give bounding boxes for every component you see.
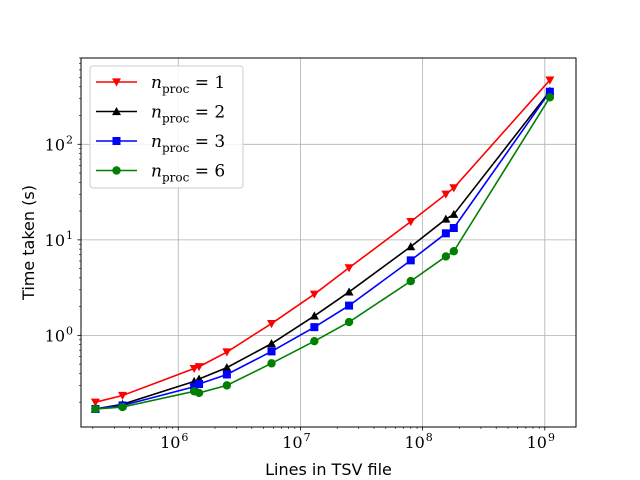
legend-value: = 1 — [189, 73, 225, 93]
data-point — [344, 317, 354, 327]
x-axis-label: Lines in TSV file — [265, 460, 392, 479]
legend-label: nproc = 3 — [151, 132, 225, 155]
data-point — [406, 276, 415, 286]
data-point — [222, 348, 232, 357]
legend-variable: n — [151, 103, 162, 123]
data-point — [222, 381, 232, 390]
data-point — [194, 363, 204, 372]
data-point — [449, 209, 459, 218]
data-point — [310, 336, 319, 346]
legend-box — [89, 65, 244, 189]
data-point — [406, 242, 416, 251]
legend-marker — [112, 107, 121, 116]
data-point — [344, 287, 354, 296]
data-point — [222, 363, 232, 372]
series-4 — [91, 93, 555, 414]
legend-variable: n — [151, 73, 162, 93]
data-point — [91, 404, 100, 414]
data-point — [441, 190, 451, 199]
legend-item: nproc = 2 — [96, 103, 225, 126]
data-point — [267, 347, 276, 356]
legend-label: nproc = 1 — [151, 73, 225, 96]
data-point — [118, 402, 127, 412]
y-tick-base: 10 — [45, 231, 65, 250]
data-point — [344, 264, 354, 273]
data-point — [545, 93, 555, 102]
y-tick-base: 10 — [45, 326, 65, 345]
data-point — [441, 252, 451, 261]
y-tick-label: 101 — [45, 229, 73, 250]
legend-marker — [112, 137, 121, 145]
y-tick-exponent: 2 — [66, 133, 73, 146]
legend-subscript: proc — [162, 112, 190, 126]
legend-label: nproc = 6 — [151, 162, 225, 185]
y-tick-label: 102 — [45, 133, 73, 154]
legend-variable: n — [151, 132, 162, 152]
y-tick-exponent: 0 — [66, 324, 73, 337]
series-layer — [90, 76, 555, 414]
legend-item: nproc = 1 — [96, 73, 225, 96]
y-tick-base: 10 — [45, 135, 65, 154]
data-point — [345, 301, 354, 310]
data-point — [195, 380, 204, 389]
data-point — [267, 319, 277, 329]
data-point — [90, 398, 100, 407]
data-point — [118, 391, 128, 400]
data-point — [449, 224, 458, 233]
y-axis-label: Time taken (s) — [19, 185, 38, 301]
data-point — [545, 87, 554, 96]
plot-frame — [80, 57, 577, 428]
data-point — [267, 359, 276, 368]
data-point — [309, 311, 319, 320]
legend-marker — [112, 166, 121, 175]
data-point — [190, 382, 199, 391]
data-point — [310, 323, 319, 332]
legend-subscript: proc — [162, 171, 190, 185]
x-tick-exponent: 9 — [548, 431, 555, 444]
legend-subscript: proc — [162, 82, 190, 96]
legend-subscript: proc — [162, 141, 190, 155]
legend-variable: n — [151, 162, 162, 182]
data-point — [449, 184, 459, 193]
x-tick-exponent: 8 — [426, 431, 433, 444]
data-point — [441, 214, 451, 223]
legend-label: nproc = 2 — [151, 103, 225, 126]
legend-value: = 2 — [189, 103, 225, 123]
data-point — [406, 218, 416, 227]
legend-value: = 3 — [189, 132, 225, 152]
data-point — [222, 370, 231, 379]
legend-item: nproc = 3 — [96, 132, 225, 155]
data-point — [545, 76, 555, 85]
legend-marker — [112, 78, 121, 87]
x-tick-exponent: 7 — [304, 431, 311, 444]
series-1 — [90, 76, 555, 407]
y-tick-exponent: 1 — [66, 229, 73, 242]
data-point — [441, 229, 450, 238]
legend-item: nproc = 6 — [96, 162, 225, 185]
data-point — [449, 247, 459, 256]
data-point — [194, 388, 204, 398]
data-point — [267, 339, 277, 348]
legend-value: = 6 — [189, 162, 225, 182]
y-tick-label: 100 — [45, 324, 73, 345]
data-point — [189, 364, 199, 374]
data-point — [309, 290, 319, 299]
x-tick-exponent: 6 — [181, 431, 188, 444]
data-point — [406, 256, 415, 265]
